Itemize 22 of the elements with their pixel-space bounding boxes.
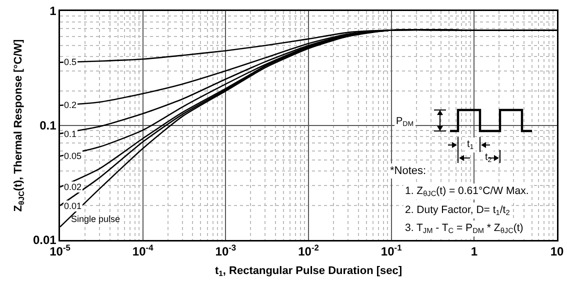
x-tick-label: 10 xyxy=(550,244,564,259)
y-tick-label: 0.1 xyxy=(40,118,57,133)
annotation: t$_{1}$ xyxy=(467,139,474,152)
x-tick-label: 10$^{-1}$ xyxy=(380,242,402,259)
annotation: 1. Z$_{θJC}$(t) = 0.61°C/W Max. xyxy=(405,185,529,198)
series-label: 0.01 xyxy=(64,201,82,211)
series-label: 0.05 xyxy=(64,151,82,161)
x-tick-label: 10$^{-2}$ xyxy=(298,242,320,259)
series-label: Single pulse xyxy=(71,214,120,224)
annotation: P$_{DM}$ xyxy=(396,116,414,128)
annotation: *Notes: xyxy=(390,165,426,177)
x-tick-label: 10$^{-3}$ xyxy=(215,242,236,259)
x-axis-title: t$_{1}$, Rectangular Pulse Duration [sec] xyxy=(214,264,402,278)
x-tick-label: 10$^{-4}$ xyxy=(132,242,154,259)
series-label: 0.02 xyxy=(64,182,82,192)
x-tick-label: 1 xyxy=(470,244,478,259)
series-label: 0.5 xyxy=(64,57,77,67)
annotation: 2. Duty Factor, D= t$_{1}$/t$_{2}$ xyxy=(405,204,510,218)
text: 3. T$_{JM}$ - T$_{C}$ = P$_{DM}$ * Z$_{θJC}$(t) xyxy=(405,222,524,236)
series-label: 0.1 xyxy=(64,129,77,139)
series-label: 0.2 xyxy=(64,100,77,110)
y-tick-label: 1 xyxy=(50,4,57,18)
